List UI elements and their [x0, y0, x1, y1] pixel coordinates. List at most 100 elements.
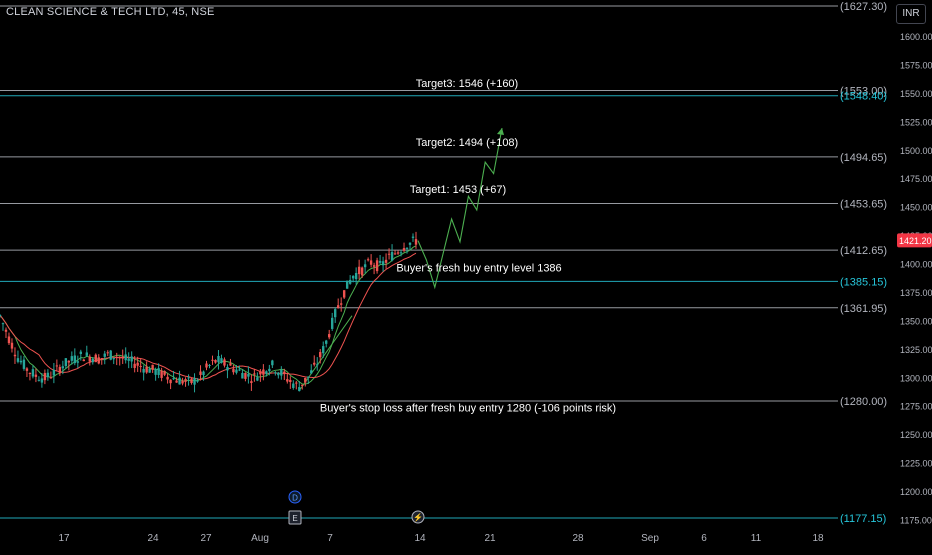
candle-body: [178, 377, 181, 385]
candle-body: [58, 367, 62, 374]
candle-body: [247, 373, 250, 377]
candle-body: [7, 336, 11, 344]
candle-body: [157, 368, 160, 375]
candle-body: [25, 368, 29, 371]
candle-body: [304, 377, 307, 383]
candle-body: [253, 373, 256, 375]
candle-body: [205, 363, 208, 368]
candle-body: [112, 357, 115, 360]
candle-body: [52, 369, 56, 376]
candle-body: [133, 363, 136, 368]
time-axis-tick: 24: [147, 533, 159, 544]
candle-body: [85, 352, 88, 356]
candle-body: [241, 372, 244, 379]
candle-body: [94, 354, 97, 363]
chart-annotation: Buyer's stop loss after fresh buy entry …: [320, 402, 616, 414]
candle-body: [229, 363, 232, 366]
time-axis-tick: 17: [58, 533, 70, 544]
candle-body: [202, 371, 205, 376]
price-axis-tick: 1450.00: [900, 203, 932, 213]
candle-body: [217, 355, 220, 363]
candle-body: [184, 379, 187, 382]
candle-body: [369, 260, 373, 265]
horizontal-level-label: (1412.65): [840, 245, 887, 257]
candle-body: [265, 371, 268, 374]
candle-body: [250, 381, 253, 384]
horizontal-level-label: (1453.65): [840, 199, 887, 211]
candle-body: [378, 261, 382, 263]
candle-body: [316, 364, 319, 366]
candle-body: [70, 356, 74, 361]
price-axis-tick: 1550.00: [900, 89, 932, 99]
candle-body: [328, 334, 331, 338]
candle-body: [0, 315, 2, 317]
candle-body: [40, 378, 44, 383]
candle-body: [175, 380, 178, 383]
candle-body: [100, 358, 103, 360]
candle-body: [106, 352, 109, 354]
candle-body: [295, 382, 298, 384]
candle-body: [333, 309, 337, 318]
candle-body: [16, 358, 20, 362]
candle-body: [73, 355, 77, 364]
price-axis-tick: 1325.00: [900, 345, 932, 355]
candle-body: [351, 275, 355, 279]
dividend-marker[interactable]: [288, 490, 302, 504]
time-axis-tick: Aug: [251, 533, 269, 544]
candle-body: [342, 290, 346, 298]
candle-body: [381, 261, 385, 266]
price-axis-tick: 1375.00: [900, 288, 932, 298]
current-price-label: 1421.20: [899, 236, 932, 246]
candle-body: [280, 369, 283, 376]
candle-body: [190, 378, 193, 384]
candle-body: [130, 356, 133, 362]
candle-body: [322, 346, 325, 354]
candle-body: [199, 371, 202, 375]
horizontal-level-label: (1627.30): [840, 1, 887, 13]
candle-body: [88, 356, 91, 362]
candle-body: [64, 358, 68, 366]
candle-body: [283, 371, 286, 375]
chart-annotation: Target3: 1546 (+160): [416, 78, 518, 90]
candle-body: [169, 379, 172, 384]
candle-body: [139, 365, 142, 367]
candle-body: [76, 361, 80, 363]
candle-body: [301, 384, 304, 386]
price-axis-tick: 1300.00: [900, 373, 932, 383]
time-axis-tick: 18: [812, 533, 824, 544]
candle-body: [136, 362, 139, 366]
candle-body: [345, 280, 349, 289]
candle-body: [348, 279, 352, 284]
chart-annotation: Buyer's fresh buy entry level 1386: [396, 262, 561, 274]
candle-body: [360, 267, 364, 276]
candle-body: [256, 377, 259, 381]
time-axis-tick: 6: [701, 533, 707, 544]
candle-body: [336, 305, 340, 308]
candle-body: [268, 368, 271, 372]
candle-body: [97, 357, 100, 364]
currency-button[interactable]: INR: [896, 4, 926, 24]
earnings-marker[interactable]: [288, 510, 302, 525]
candle-body: [384, 259, 388, 263]
candle-body: [339, 303, 343, 305]
price-axis-tick: 1175.00: [900, 515, 932, 525]
lightning-icon-label: ⚡: [413, 512, 423, 522]
candle-body: [163, 371, 166, 375]
price-axis-tick: 1475.00: [900, 174, 932, 184]
candle-body: [124, 354, 127, 361]
candle-body: [390, 252, 394, 261]
candle-body: [375, 260, 379, 272]
price-axis-tick: 1400.00: [900, 260, 932, 270]
candle-body: [262, 369, 265, 375]
price-axis-tick: 1225.00: [900, 459, 932, 469]
candle-body: [103, 353, 106, 357]
candle-body: [10, 342, 14, 349]
candle-body: [172, 378, 175, 380]
candle-body: [277, 372, 280, 376]
candle-body: [55, 365, 59, 367]
candle-body: [310, 370, 313, 374]
lightning-icon[interactable]: [411, 510, 425, 524]
candle-body: [46, 372, 50, 378]
